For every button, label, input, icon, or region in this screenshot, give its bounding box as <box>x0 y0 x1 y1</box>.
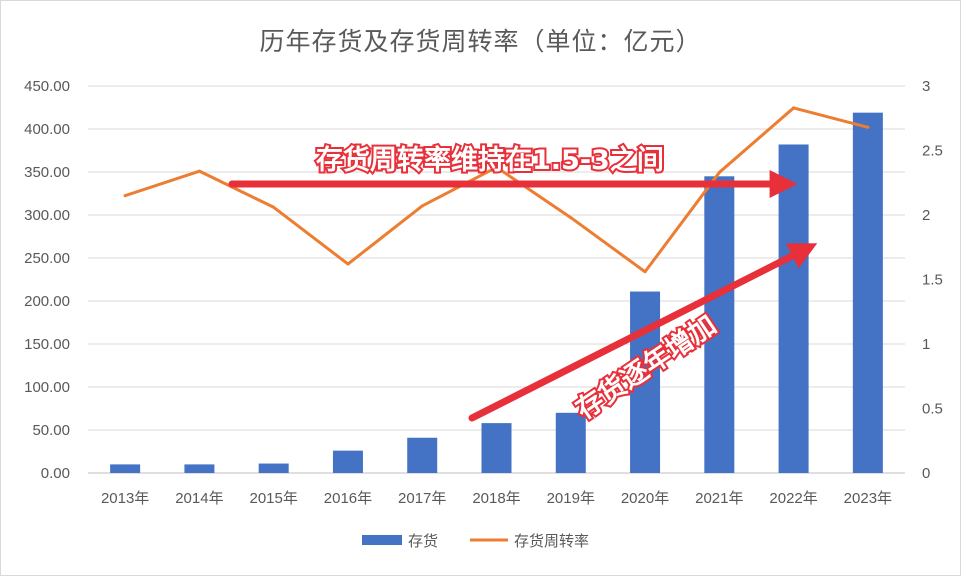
right-axis-tick-label: 3 <box>922 78 930 95</box>
right-axis-tick-label: 2.5 <box>922 143 943 160</box>
bar <box>555 412 586 473</box>
x-axis-tick-label: 2016年 <box>324 490 372 507</box>
line-point <box>569 216 573 220</box>
line-point <box>123 194 127 198</box>
gridlines <box>88 85 905 474</box>
x-axis-tick-label: 2023年 <box>844 490 892 507</box>
line-point <box>717 170 721 174</box>
x-axis-ticks: 2013年 2014年 2015年 2016年 2017年 2018年 2019年 2020年… <box>101 490 892 507</box>
left-axis-tick-label: 450.00 <box>24 78 70 95</box>
x-axis-tick-label: 2013年 <box>101 490 149 507</box>
right-axis-tick-label: 1 <box>922 336 930 353</box>
line-point <box>792 106 796 110</box>
left-axis-tick-label: 50.00 <box>32 422 70 439</box>
bar <box>332 450 363 473</box>
turnover-line <box>123 106 870 274</box>
line-series <box>123 106 870 274</box>
x-axis-tick-label: 2019年 <box>547 490 595 507</box>
chart-title: 历年存货及存货周转率（单位：亿元） <box>259 27 702 56</box>
x-axis-tick-label: 2022年 <box>769 490 817 507</box>
bar <box>110 464 141 473</box>
right-axis-tick-label: 2 <box>922 207 930 224</box>
bar <box>258 463 289 473</box>
right-axis-ticks: 0 0.5 1 1.5 2 2.5 3 <box>922 78 943 482</box>
left-axis-tick-label: 200.00 <box>24 293 70 310</box>
legend-swatch-bar <box>362 535 402 545</box>
legend-label: 存货周转率 <box>514 532 589 550</box>
left-axis-tick-label: 250.00 <box>24 250 70 267</box>
x-axis-tick-label: 2021年 <box>695 490 743 507</box>
legend-label: 存货 <box>408 532 438 550</box>
legend: 存货 存货周转率 <box>362 532 589 550</box>
line-point <box>272 205 276 209</box>
left-axis-tick-label: 100.00 <box>24 379 70 396</box>
bar <box>778 144 809 474</box>
x-axis-tick-label: 2014年 <box>175 490 223 507</box>
left-axis-tick-label: 300.00 <box>24 207 70 224</box>
line-point <box>866 125 870 129</box>
x-axis-tick-label: 2017年 <box>398 490 446 507</box>
bar <box>481 423 512 473</box>
x-axis-tick-label: 2020年 <box>621 490 669 507</box>
bar <box>184 464 215 473</box>
left-axis-tick-label: 350.00 <box>24 164 70 181</box>
line-point <box>495 165 498 169</box>
right-axis-tick-label: 1.5 <box>922 272 943 289</box>
left-axis-tick-label: 0.00 <box>41 465 70 482</box>
diagonal-arrow <box>468 243 818 422</box>
right-axis-tick-label: 0 <box>922 465 930 482</box>
left-axis-ticks: 0.00 50.00 100.00 150.00 200.00 250.00 300.00 3… <box>24 78 70 482</box>
x-axis-tick-label: 2015年 <box>249 490 297 507</box>
line-point <box>643 270 647 274</box>
line-point <box>420 204 424 208</box>
right-axis-tick-label: 0.5 <box>922 401 943 418</box>
bar-series <box>110 112 883 474</box>
line-point <box>346 262 350 266</box>
left-axis-tick-label: 400.00 <box>24 121 70 138</box>
bar <box>852 112 883 473</box>
left-axis-tick-label: 150.00 <box>24 336 70 353</box>
line-point <box>197 169 201 173</box>
bar <box>407 437 438 473</box>
x-axis-tick-label: 2018年 <box>472 490 520 507</box>
bar <box>704 176 735 474</box>
annotation-text: 存货周转率维持在1.5-3之间 <box>316 144 664 176</box>
